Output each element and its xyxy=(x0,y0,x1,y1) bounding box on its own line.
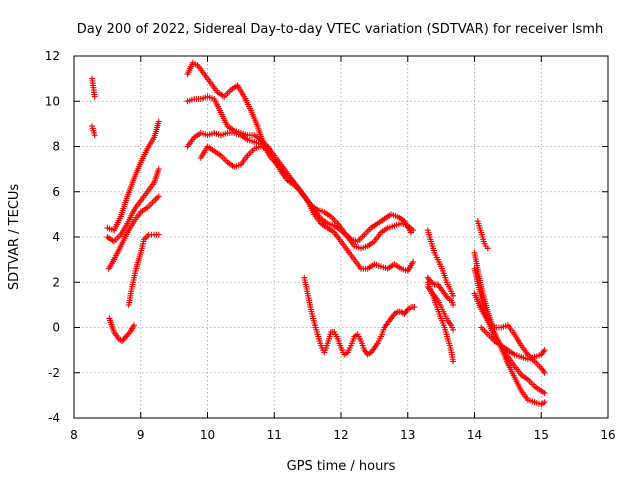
data-point xyxy=(131,322,138,329)
x-tick-label: 12 xyxy=(333,428,348,442)
x-tick-label: 15 xyxy=(534,428,549,442)
series-track-n xyxy=(424,283,457,333)
series-track-i xyxy=(184,129,417,274)
y-tick-label: -2 xyxy=(48,366,60,380)
series-track-d xyxy=(105,193,162,272)
data-point xyxy=(541,347,548,354)
series-track-s xyxy=(471,290,548,376)
data-point xyxy=(120,336,127,343)
series-track-c xyxy=(104,166,162,245)
x-tick-label: 10 xyxy=(200,428,215,442)
data-point xyxy=(484,245,491,252)
data-point xyxy=(91,93,98,100)
x-tick-label: 13 xyxy=(400,428,415,442)
series-track-a1 xyxy=(89,75,98,100)
series-track-l xyxy=(424,227,457,299)
y-tick-label: -4 xyxy=(48,411,60,425)
data-point xyxy=(410,258,417,265)
data-point xyxy=(541,369,548,376)
y-tick-label: 12 xyxy=(45,49,60,63)
y-tick-label: 6 xyxy=(52,185,60,199)
series-track-j xyxy=(197,143,271,170)
data-point xyxy=(155,231,162,238)
data-point xyxy=(541,399,548,406)
x-tick-label: 14 xyxy=(467,428,482,442)
axis-ticks: 8 9 10 11 12 13 14 15 16 -4 -2 0 2 4 6 8 10 12 xyxy=(45,49,616,442)
data-point xyxy=(450,292,457,299)
series-track-f xyxy=(106,315,138,345)
data-point xyxy=(155,166,162,173)
x-tick-label: 11 xyxy=(267,428,282,442)
x-tick-label: 9 xyxy=(137,428,145,442)
data-point xyxy=(450,301,457,308)
y-tick-label: 8 xyxy=(52,140,60,154)
y-axis-label: SDTVAR / TECUs xyxy=(7,184,22,291)
data-point xyxy=(541,390,548,397)
data-point xyxy=(91,132,98,139)
series-track-o xyxy=(424,274,457,308)
data-point xyxy=(450,358,457,365)
y-tick-label: 10 xyxy=(45,94,60,108)
series-track-p xyxy=(474,218,491,252)
series-track-b xyxy=(104,118,162,234)
chart-title: Day 200 of 2022, Sidereal Day-to-day VTE… xyxy=(77,22,603,37)
series-track-e xyxy=(125,231,162,308)
y-tick-label: 0 xyxy=(52,321,60,335)
x-tick-label: 8 xyxy=(70,428,78,442)
data-point xyxy=(410,227,417,234)
y-tick-label: 2 xyxy=(52,275,60,289)
data-point xyxy=(155,193,162,200)
series-track-a2 xyxy=(89,123,98,139)
data-point xyxy=(264,145,271,152)
x-tick-label: 16 xyxy=(600,428,615,442)
series-track-t xyxy=(478,324,548,363)
series-track-h xyxy=(184,93,417,252)
data-point xyxy=(155,118,162,125)
data-points xyxy=(89,59,548,408)
x-axis-label: GPS time / hours xyxy=(287,459,396,474)
data-point xyxy=(411,304,418,311)
data-point xyxy=(450,326,457,333)
series-track-k xyxy=(301,274,418,358)
y-tick-label: 4 xyxy=(52,230,60,244)
